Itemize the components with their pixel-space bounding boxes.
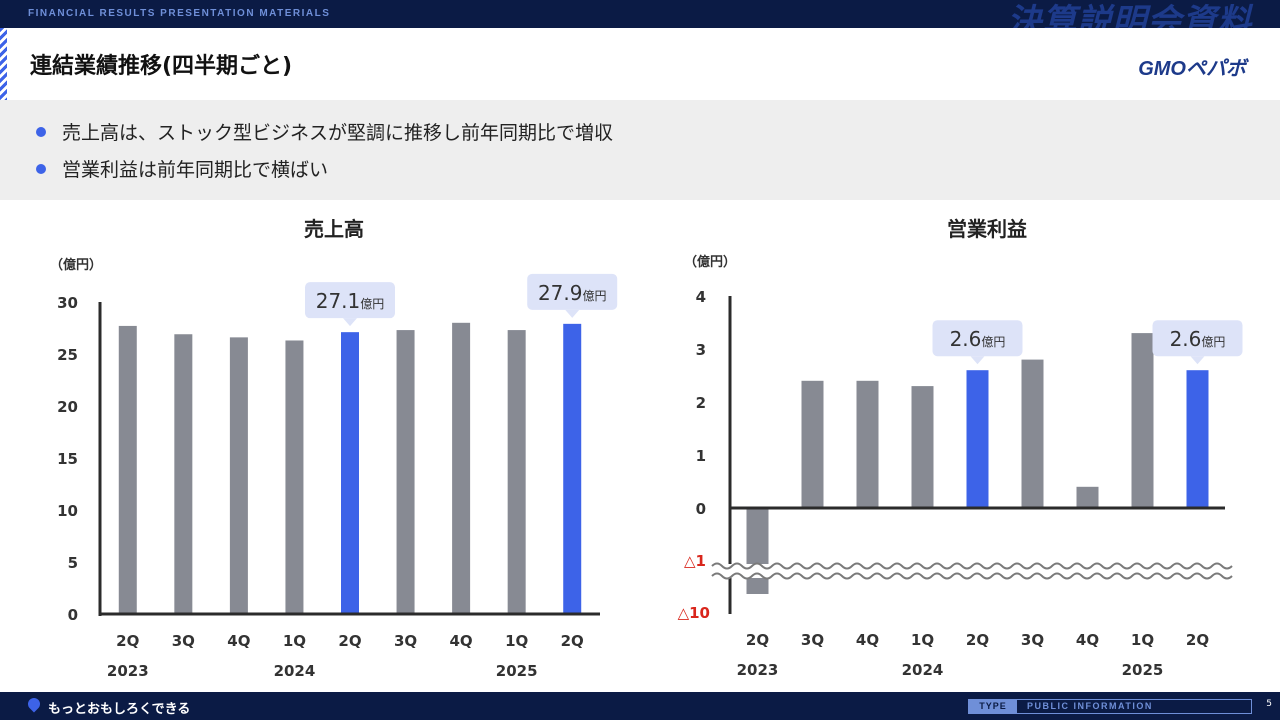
bar (563, 323, 582, 614)
x-tick-label: 4Q (450, 632, 473, 650)
bar (396, 330, 415, 614)
y-tick-label: 30 (57, 294, 78, 312)
callout-pointer (565, 309, 580, 318)
operating-profit-chart: 営業利益 （億円） 0 1 2 3 4 △1 △10 2Q 3Q 4Q 1Q 2Q 3Q 4Q 1Q 2Q 2023… (678, 217, 1243, 679)
y-unit-label: （億円） (50, 257, 102, 273)
callout-pointer (343, 318, 357, 327)
x-tick-label: 2Q (966, 631, 989, 649)
y-tick-label: 3 (696, 341, 706, 359)
bar (452, 322, 471, 614)
year-label: 2024 (902, 661, 944, 679)
bar (966, 370, 989, 508)
bullet-text: 営業利益は前年同期比で横ばい (62, 159, 329, 181)
bullet-text: 売上高は、ストック型ビジネスが堅調に推移し前年同期比で増収 (62, 122, 614, 144)
y-unit-label: （億円） (684, 254, 736, 270)
bar (801, 380, 824, 508)
title-stripe (0, 28, 7, 100)
bar (911, 386, 934, 508)
x-tick-label: 3Q (172, 632, 195, 650)
x-tick-label: 4Q (1076, 631, 1099, 649)
y-tick-label: 4 (696, 288, 706, 306)
company-logo: GMOペパボ (1138, 58, 1246, 80)
bullet-dot-icon (36, 126, 46, 137)
year-label: 2024 (274, 662, 316, 680)
page-number: 5 (1266, 699, 1272, 709)
footer-bar: もっとおもしろくできる TYPE PUBLIC INFORMATION 5 (0, 692, 1280, 720)
x-tick-label: 2Q (561, 632, 584, 650)
y-tick-label-negative: △1 (684, 552, 706, 570)
bar (285, 340, 304, 614)
x-tick-label: 1Q (911, 631, 934, 649)
x-tick-label: 2Q (1186, 631, 1209, 649)
x-tick-label: 2Q (338, 632, 361, 650)
x-tick-label: 4Q (856, 631, 879, 649)
location-pin-icon (25, 695, 43, 713)
x-tick-label: 1Q (505, 632, 528, 650)
callout-box (1152, 320, 1243, 357)
axis-break-line (711, 562, 1233, 570)
bar (1021, 359, 1044, 508)
y-tick-label: 20 (57, 398, 78, 416)
x-tick-label: 3Q (801, 631, 824, 649)
x-tick-label: 3Q (394, 632, 417, 650)
callout-box (305, 282, 395, 319)
bar (1076, 486, 1099, 508)
bar (229, 337, 248, 614)
callout-label: 2.6億円 (950, 327, 1006, 351)
year-label: 2025 (496, 662, 538, 680)
callout-box (527, 273, 618, 310)
callout-label: 27.1億円 (316, 289, 385, 313)
bullet-item: 営業利益は前年同期比で横ばい (36, 155, 328, 182)
y-tick-label: 5 (68, 554, 78, 572)
y-tick-label: 0 (696, 500, 706, 518)
callout-box (932, 320, 1023, 357)
year-label: 2025 (1122, 661, 1164, 679)
y-tick-label: 15 (57, 450, 78, 468)
bullet-item: 売上高は、ストック型ビジネスが堅調に推移し前年同期比で増収 (36, 118, 613, 145)
banner-subtitle: FINANCIAL RESULTS PRESENTATION MATERIALS (28, 8, 331, 19)
bar (174, 334, 193, 614)
y-tick-label: 2 (696, 394, 706, 412)
x-tick-label: 4Q (227, 632, 250, 650)
x-tick-label: 2Q (746, 631, 769, 649)
y-tick-label: 1 (696, 447, 706, 465)
bar (507, 330, 526, 614)
chart-title: 売上高 (304, 217, 364, 241)
year-label: 2023 (107, 662, 149, 680)
bar (856, 380, 879, 508)
y-tick-label: 0 (68, 606, 78, 624)
chart-title: 営業利益 (947, 217, 1027, 241)
y-tick-label: 10 (57, 502, 78, 520)
type-label: TYPE (969, 700, 1017, 713)
x-tick-label: 1Q (1131, 631, 1154, 649)
year-label: 2023 (737, 661, 779, 679)
x-tick-label: 2Q (116, 632, 139, 650)
x-tick-label: 3Q (1021, 631, 1044, 649)
bullet-dot-icon (36, 163, 46, 174)
callout-label: 2.6億円 (1170, 327, 1226, 351)
classification-tag: TYPE PUBLIC INFORMATION (968, 699, 1252, 714)
title-bar (0, 28, 1280, 100)
callout-label: 27.9億円 (538, 281, 607, 305)
bar (1131, 333, 1154, 508)
bar (1186, 370, 1209, 508)
axis-break-line (711, 572, 1233, 580)
y-tick-label-negative: △10 (678, 604, 710, 622)
bar (746, 508, 769, 594)
y-tick-label: 25 (57, 346, 78, 364)
callout-pointer (970, 356, 985, 365)
footer-slogan: もっとおもしろくできる (48, 702, 191, 717)
top-banner: FINANCIAL RESULTS PRESENTATION MATERIALS… (0, 0, 1280, 42)
bar (118, 325, 137, 614)
classification-label: PUBLIC INFORMATION (1027, 701, 1153, 711)
bar (341, 332, 359, 614)
x-tick-label: 1Q (283, 632, 306, 650)
summary-panel: 売上高は、ストック型ビジネスが堅調に推移し前年同期比で増収 営業利益は前年同期比… (0, 100, 1280, 200)
callout-pointer (1190, 356, 1205, 365)
page-title: 連結業績推移(四半期ごと) (30, 54, 293, 79)
